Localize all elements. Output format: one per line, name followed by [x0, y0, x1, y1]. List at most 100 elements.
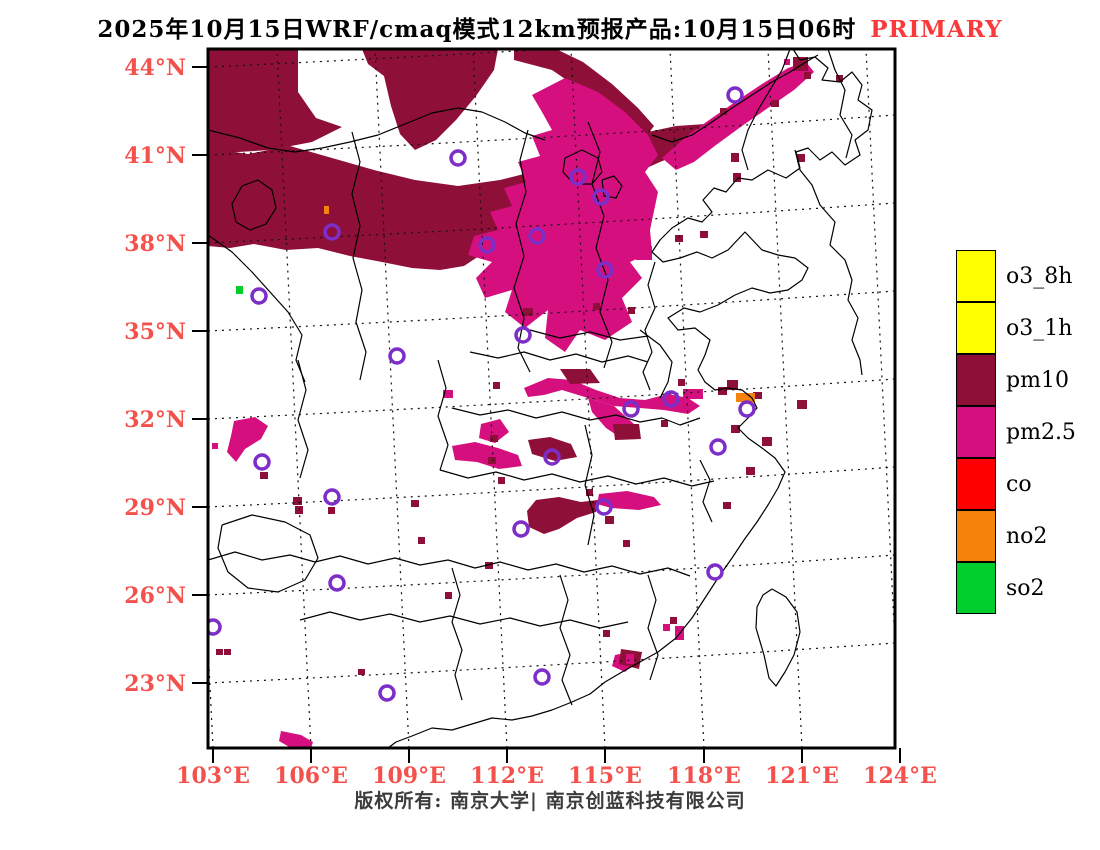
- province-boundary: [587, 121, 613, 369]
- gridline-parallel: [208, 378, 895, 420]
- pm10-region: [208, 49, 342, 152]
- pm10-spot: [670, 617, 677, 624]
- lat-label: 44°N: [124, 55, 186, 81]
- legend-label: pm2.5: [1006, 419, 1076, 445]
- province-boundary: [231, 179, 277, 231]
- station-marker: [449, 149, 467, 167]
- lat-label: 41°N: [124, 143, 186, 169]
- pollutant-legend: o3_8h o3_1h pm10 pm2.5 co no2 so2: [956, 249, 1076, 614]
- pm10-region: [362, 49, 498, 150]
- figure-title: 2025年10月15日WRF/cmaq模式12km预报产品:10月15日06时 P…: [0, 10, 1100, 44]
- province-boundary: [755, 588, 801, 687]
- pm10-spot: [731, 425, 740, 433]
- station-marker: [388, 347, 406, 365]
- province-boundary: [559, 574, 573, 706]
- title-text: 2025年10月15日WRF/cmaq模式12km预报产品:10月15日06时: [97, 16, 857, 43]
- pm10-spot: [224, 649, 231, 655]
- pm10-spot: [490, 435, 498, 442]
- station-marker: [512, 520, 530, 538]
- station-marker: [596, 261, 614, 279]
- pm10-spot: [771, 100, 779, 107]
- province-boundary: [699, 459, 713, 523]
- station-marker: [706, 563, 724, 581]
- station-marker: [622, 400, 640, 418]
- lon-label: 103°E: [176, 763, 250, 789]
- pm10-spot: [603, 630, 610, 637]
- pm25-spot: [620, 230, 642, 242]
- province-boundary: [827, 49, 853, 159]
- pm25-spot: [784, 59, 790, 65]
- province-boundary: [208, 107, 546, 153]
- legend-swatch-no2: [956, 509, 996, 562]
- province-boundary: [451, 567, 463, 701]
- pm10-spot: [731, 153, 739, 162]
- pm10-spot: [720, 108, 727, 115]
- station-marker: [662, 390, 680, 408]
- pm10-spot: [797, 400, 807, 409]
- lat-label: 29°N: [124, 495, 186, 521]
- pm25-spot: [443, 390, 453, 398]
- pm25-region: [452, 442, 522, 469]
- province-boundary: [439, 469, 715, 487]
- province-boundary: [529, 329, 649, 341]
- station-marker: [592, 188, 610, 206]
- legend-item: pm2.5: [956, 405, 1076, 458]
- legend-item: co: [956, 457, 1076, 510]
- station-marker: [378, 684, 396, 702]
- pm10-spot: [678, 379, 685, 386]
- lon-label: 109°E: [372, 763, 446, 789]
- pm10-spot: [718, 387, 727, 395]
- gridline-parallel: [208, 466, 895, 508]
- pm10-spot: [523, 308, 533, 316]
- province-boundary: [217, 514, 319, 593]
- legend-item: so2: [956, 561, 1076, 614]
- province-boundary: [387, 49, 873, 748]
- lon-label: 118°E: [667, 763, 741, 789]
- pm10-spot: [498, 477, 505, 484]
- legend-swatch-o3_1h: [956, 301, 996, 354]
- legend-swatch-pm2.5: [956, 405, 996, 458]
- province-boundary: [513, 129, 531, 373]
- no2-spot: [324, 206, 329, 214]
- station-marker: [595, 498, 613, 516]
- pm10-spot: [418, 537, 425, 544]
- pm10-spot: [733, 173, 741, 182]
- pm10-spot: [661, 420, 668, 427]
- pm10-spot: [493, 382, 500, 389]
- gridline-parallel: [208, 114, 895, 156]
- legend-swatch-co: [956, 457, 996, 510]
- province-boundary: [639, 329, 673, 399]
- legend-label: so2: [1006, 575, 1045, 601]
- pm10-spot: [605, 516, 614, 524]
- pm10-region: [527, 497, 598, 534]
- pm10-spot: [328, 507, 335, 514]
- legend-item: pm10: [956, 353, 1076, 406]
- lat-label: 32°N: [124, 407, 186, 433]
- pm10-spot: [746, 467, 755, 475]
- pm25-spot: [663, 624, 670, 631]
- legend-label: pm10: [1006, 367, 1069, 393]
- pm10-spot: [470, 77, 478, 84]
- pm10-spot: [293, 497, 302, 505]
- province-boundary: [601, 175, 623, 199]
- station-marker: [543, 448, 561, 466]
- no2-spot: [736, 393, 755, 402]
- lon-label: 124°E: [863, 763, 937, 789]
- pm10-spot: [260, 472, 268, 479]
- pm25-region: [227, 417, 268, 462]
- lon-label: 115°E: [568, 763, 642, 789]
- pm10-spot: [388, 66, 396, 74]
- gridline-parallel: [208, 290, 895, 332]
- province-boundary: [794, 149, 863, 376]
- station-marker: [514, 326, 532, 344]
- legend-label: no2: [1006, 523, 1048, 549]
- pm10-spot: [593, 303, 600, 310]
- pm10-spot: [445, 592, 452, 599]
- legend-swatch-so2: [956, 561, 996, 614]
- pm25-spot: [683, 389, 703, 399]
- lon-label: 112°E: [470, 763, 544, 789]
- map-interior: [208, 49, 895, 748]
- pm10-spot: [797, 154, 805, 162]
